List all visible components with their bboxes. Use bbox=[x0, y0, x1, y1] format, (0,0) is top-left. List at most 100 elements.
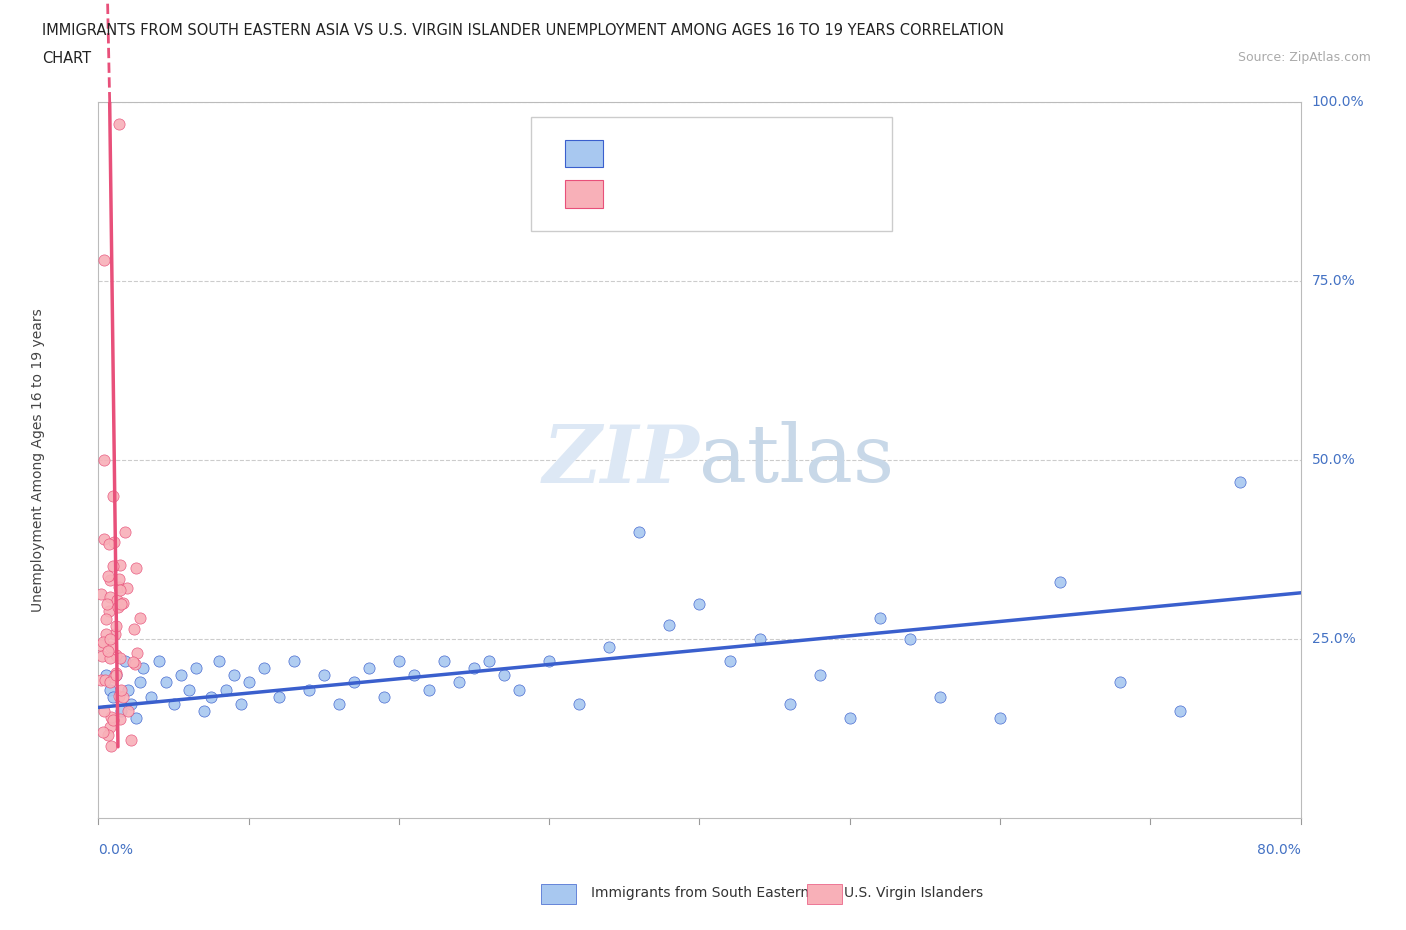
FancyBboxPatch shape bbox=[531, 116, 891, 232]
Point bbox=[108, 116, 131, 131]
Point bbox=[100, 682, 122, 697]
Point bbox=[100, 632, 122, 647]
Point bbox=[110, 597, 132, 612]
Point bbox=[628, 525, 651, 539]
Point bbox=[357, 660, 380, 675]
Point bbox=[688, 596, 710, 611]
Point bbox=[105, 592, 128, 607]
Point bbox=[93, 453, 115, 468]
Text: 50.0%: 50.0% bbox=[1312, 453, 1355, 468]
Point bbox=[267, 689, 290, 704]
Point bbox=[98, 537, 121, 551]
Point bbox=[105, 618, 128, 633]
Point bbox=[184, 660, 207, 675]
Text: 75.0%: 75.0% bbox=[1312, 274, 1355, 288]
Text: R = 0.667  N = 60: R = 0.667 N = 60 bbox=[621, 185, 786, 203]
Point bbox=[90, 587, 112, 602]
Point bbox=[124, 657, 146, 671]
Point bbox=[283, 654, 305, 669]
Point bbox=[122, 654, 145, 669]
Text: CHART: CHART bbox=[42, 51, 91, 66]
Point bbox=[494, 668, 516, 683]
Point bbox=[779, 697, 801, 711]
Point bbox=[808, 668, 831, 683]
Point bbox=[108, 557, 131, 572]
Point bbox=[91, 725, 114, 740]
Point bbox=[1229, 474, 1251, 489]
Point bbox=[373, 689, 395, 704]
Point bbox=[91, 635, 114, 650]
Point bbox=[1109, 675, 1132, 690]
Point bbox=[98, 603, 121, 618]
Point bbox=[215, 682, 238, 697]
Text: Immigrants from South Eastern Asia: Immigrants from South Eastern Asia bbox=[591, 885, 842, 900]
Point bbox=[114, 525, 136, 539]
Point bbox=[101, 713, 124, 728]
Point bbox=[94, 673, 117, 688]
Point bbox=[97, 728, 120, 743]
Point bbox=[100, 739, 122, 754]
Point bbox=[132, 660, 155, 675]
Point bbox=[104, 666, 127, 681]
Point bbox=[107, 600, 129, 615]
Point bbox=[748, 632, 770, 647]
Point bbox=[94, 668, 117, 683]
Point bbox=[568, 697, 591, 711]
Point bbox=[93, 704, 115, 719]
Point bbox=[162, 697, 184, 711]
Point bbox=[97, 568, 120, 583]
Point bbox=[343, 675, 366, 690]
Point bbox=[125, 711, 148, 725]
Point bbox=[110, 703, 132, 718]
Point bbox=[89, 638, 111, 653]
Point bbox=[105, 668, 128, 683]
Point bbox=[114, 654, 136, 669]
Point bbox=[108, 580, 131, 595]
Point bbox=[139, 689, 162, 704]
Point bbox=[117, 703, 139, 718]
Point bbox=[200, 689, 222, 704]
Point bbox=[538, 654, 561, 669]
Point bbox=[231, 697, 253, 711]
Point bbox=[104, 627, 127, 642]
Point bbox=[238, 675, 260, 690]
Point bbox=[112, 690, 135, 705]
Point bbox=[478, 654, 501, 669]
Point bbox=[122, 621, 145, 636]
Point bbox=[103, 489, 125, 504]
Point bbox=[447, 675, 470, 690]
Point bbox=[388, 654, 411, 669]
Point bbox=[125, 560, 148, 575]
Point bbox=[127, 645, 149, 660]
Point bbox=[117, 580, 139, 595]
Point bbox=[100, 590, 122, 604]
Point bbox=[90, 673, 112, 688]
Point bbox=[100, 720, 122, 735]
Point bbox=[103, 670, 125, 684]
Point bbox=[929, 689, 952, 704]
Point bbox=[177, 682, 200, 697]
Point bbox=[105, 647, 128, 662]
Text: atlas: atlas bbox=[699, 421, 894, 499]
Point bbox=[222, 668, 245, 683]
Point bbox=[898, 632, 921, 647]
Point bbox=[98, 650, 121, 665]
Text: 25.0%: 25.0% bbox=[1312, 632, 1355, 646]
Point bbox=[988, 711, 1011, 725]
Text: 100.0%: 100.0% bbox=[1312, 95, 1364, 110]
Point bbox=[598, 639, 620, 654]
Point bbox=[93, 252, 115, 267]
Text: ZIP: ZIP bbox=[543, 421, 699, 499]
Point bbox=[120, 732, 142, 747]
Point bbox=[121, 697, 143, 711]
Point bbox=[718, 654, 741, 669]
Text: 80.0%: 80.0% bbox=[1257, 844, 1301, 857]
Point bbox=[100, 640, 122, 655]
Point bbox=[117, 682, 139, 697]
Point bbox=[110, 682, 132, 697]
Point bbox=[105, 668, 128, 683]
Point bbox=[433, 654, 456, 669]
Point bbox=[94, 612, 117, 627]
Point bbox=[1049, 575, 1071, 590]
Text: Unemployment Among Ages 16 to 19 years: Unemployment Among Ages 16 to 19 years bbox=[31, 309, 45, 612]
